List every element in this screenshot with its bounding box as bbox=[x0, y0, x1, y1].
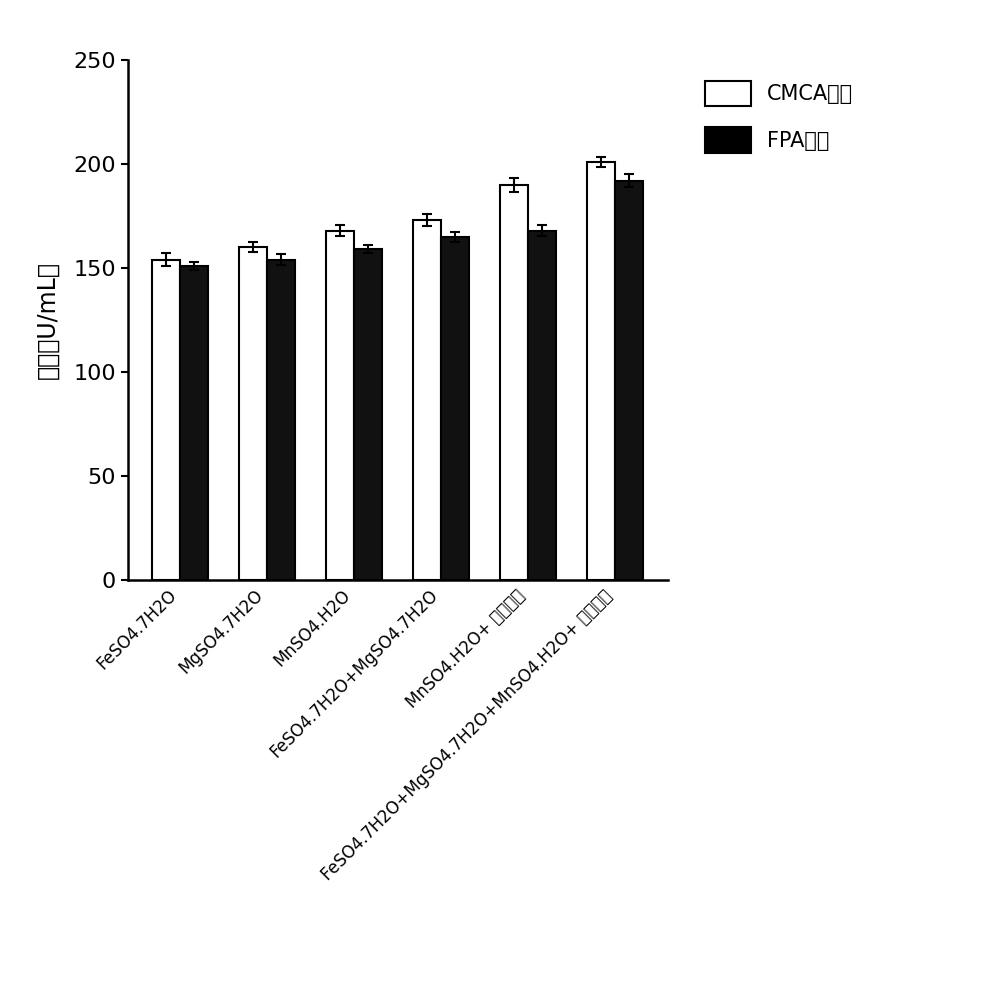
Bar bbox=[413, 220, 441, 580]
Text: MnSO4.H2O+ 亚硒酸鈢: MnSO4.H2O+ 亚硒酸鈢 bbox=[403, 586, 528, 712]
Bar bbox=[355, 249, 382, 580]
Bar bbox=[240, 247, 267, 580]
Bar bbox=[441, 237, 469, 580]
Text: MgSO4.7H2O: MgSO4.7H2O bbox=[176, 586, 267, 677]
Bar bbox=[501, 185, 528, 580]
Text: FeSO4.7H2O+MgSO4.7H2O: FeSO4.7H2O+MgSO4.7H2O bbox=[266, 586, 441, 761]
Text: FeSO4.7H2O+MgSO4.7H2O+MnSO4.H2O+ 亚硒酸鈢: FeSO4.7H2O+MgSO4.7H2O+MnSO4.H2O+ 亚硒酸鈢 bbox=[318, 586, 616, 884]
Bar bbox=[180, 266, 208, 580]
Bar bbox=[587, 162, 616, 580]
Bar bbox=[152, 260, 180, 580]
Bar bbox=[267, 260, 295, 580]
Text: FeSO4.7H2O: FeSO4.7H2O bbox=[93, 586, 180, 673]
Text: MnSO4.H2O: MnSO4.H2O bbox=[271, 586, 355, 670]
Legend: CMCA醂活, FPA醂活: CMCA醂活, FPA醂活 bbox=[694, 70, 864, 163]
Bar bbox=[616, 181, 643, 580]
Bar bbox=[528, 231, 556, 580]
Bar bbox=[326, 231, 355, 580]
Y-axis label: 醂活（U/mL）: 醂活（U/mL） bbox=[35, 261, 59, 379]
